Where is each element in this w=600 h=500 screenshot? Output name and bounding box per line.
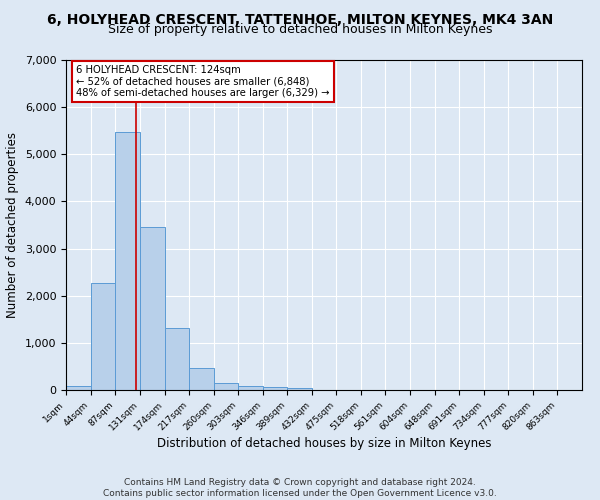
Bar	[263, 388, 287, 390]
Y-axis label: Number of detached properties: Number of detached properties	[6, 132, 19, 318]
Bar	[287, 388, 312, 390]
Bar	[66, 386, 91, 390]
Bar	[214, 382, 238, 390]
X-axis label: Distribution of detached houses by size in Milton Keynes: Distribution of detached houses by size …	[157, 438, 491, 450]
Bar	[115, 132, 140, 390]
Bar	[164, 328, 189, 390]
Text: Contains HM Land Registry data © Crown copyright and database right 2024.
Contai: Contains HM Land Registry data © Crown c…	[103, 478, 497, 498]
Bar	[189, 368, 214, 390]
Text: 6, HOLYHEAD CRESCENT, TATTENHOE, MILTON KEYNES, MK4 3AN: 6, HOLYHEAD CRESCENT, TATTENHOE, MILTON …	[47, 12, 553, 26]
Text: Size of property relative to detached houses in Milton Keynes: Size of property relative to detached ho…	[108, 22, 492, 36]
Bar	[91, 282, 115, 390]
Bar	[238, 386, 263, 390]
Bar	[140, 228, 164, 390]
Text: 6 HOLYHEAD CRESCENT: 124sqm
← 52% of detached houses are smaller (6,848)
48% of : 6 HOLYHEAD CRESCENT: 124sqm ← 52% of det…	[76, 65, 330, 98]
